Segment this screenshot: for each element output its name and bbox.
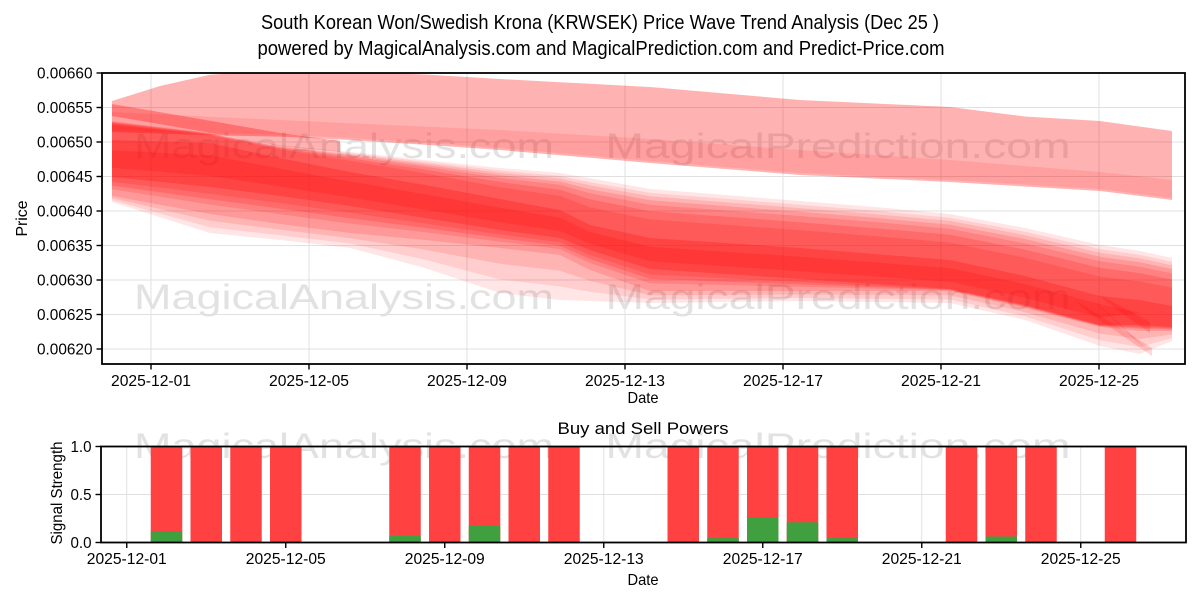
svg-text:MagicalAnalysis.com: MagicalAnalysis.com [134,127,554,166]
svg-text:2025-12-21: 2025-12-21 [901,373,981,390]
svg-text:2025-12-25: 2025-12-25 [1059,373,1139,390]
svg-text:2025-12-17: 2025-12-17 [723,551,803,568]
svg-text:0.00635: 0.00635 [37,238,93,255]
svg-text:MagicalPrediction.com: MagicalPrediction.com [606,127,1071,166]
svg-text:0.00650: 0.00650 [37,135,93,152]
svg-text:0.0: 0.0 [71,535,92,552]
svg-text:0.00640: 0.00640 [37,204,93,221]
svg-text:Date: Date [628,572,659,589]
svg-text:Price: Price [14,200,31,236]
svg-text:0.00630: 0.00630 [37,273,93,290]
svg-text:0.00660: 0.00660 [37,66,93,83]
svg-text:MagicalAnalysis.com: MagicalAnalysis.com [134,278,554,317]
svg-text:2025-12-01: 2025-12-01 [111,373,191,390]
svg-text:1.0: 1.0 [71,439,92,456]
svg-text:0.5: 0.5 [71,487,92,504]
svg-text:Signal Strength: Signal Strength [49,442,66,545]
svg-text:2025-12-17: 2025-12-17 [743,373,823,390]
svg-text:2025-12-13: 2025-12-13 [564,551,644,568]
svg-text:0.00620: 0.00620 [37,342,93,359]
svg-text:MagicalPrediction.com: MagicalPrediction.com [606,278,1071,317]
svg-text:2025-12-09: 2025-12-09 [405,551,485,568]
svg-text:South Korean Won/Swedish Krona: South Korean Won/Swedish Krona (KRWSEK) … [261,12,939,34]
svg-text:powered by MagicalAnalysis.com: powered by MagicalAnalysis.com and Magic… [258,38,945,60]
svg-text:2025-12-25: 2025-12-25 [1041,551,1121,568]
svg-text:2025-12-21: 2025-12-21 [882,551,962,568]
svg-text:2025-12-13: 2025-12-13 [585,373,665,390]
svg-text:Date: Date [628,390,659,407]
svg-text:0.00645: 0.00645 [37,169,93,186]
svg-text:2025-12-09: 2025-12-09 [427,373,507,390]
svg-text:2025-12-05: 2025-12-05 [246,551,326,568]
svg-text:0.00625: 0.00625 [37,307,93,324]
svg-text:0.00655: 0.00655 [37,100,93,117]
svg-text:2025-12-01: 2025-12-01 [87,551,167,568]
svg-text:Buy and Sell Powers: Buy and Sell Powers [558,419,729,438]
svg-text:2025-12-05: 2025-12-05 [269,373,349,390]
